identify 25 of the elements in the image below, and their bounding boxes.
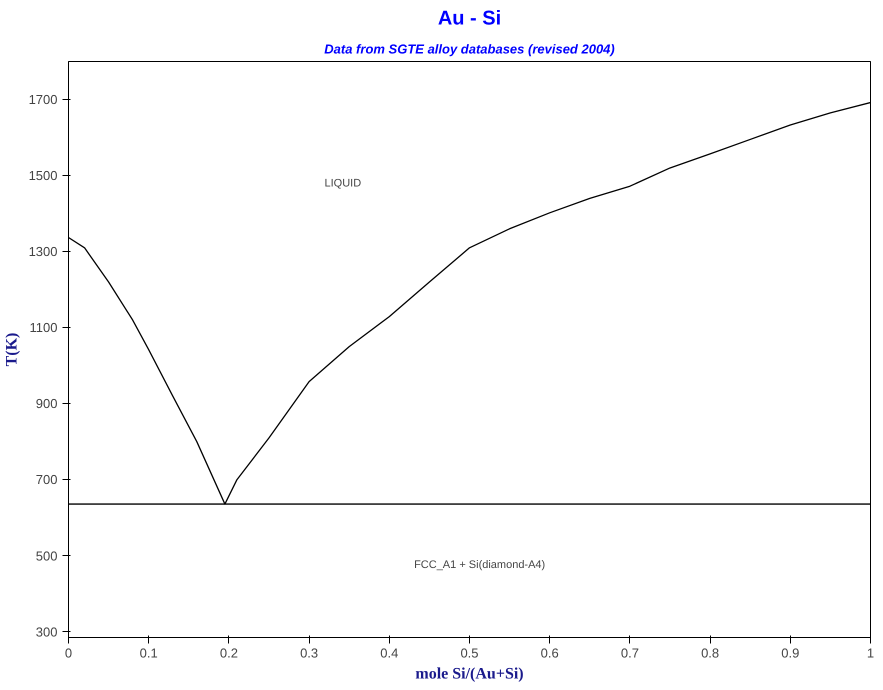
y-axis-title: T(K) bbox=[4, 332, 21, 366]
y-tick-label: 1700 bbox=[28, 92, 58, 108]
chart-title: Au - Si bbox=[438, 8, 502, 30]
x-tick-label: 0.9 bbox=[781, 646, 800, 660]
x-axis-title: mole Si/(Au+Si) bbox=[415, 666, 524, 682]
y-tick-label: 1100 bbox=[30, 320, 58, 336]
y-tick-label: 300 bbox=[36, 624, 58, 640]
y-tick-label: 900 bbox=[36, 396, 58, 412]
annotation: FCC_A1 + Si(diamond-A4) bbox=[414, 558, 546, 571]
x-tick-label: 0.3 bbox=[300, 646, 318, 660]
x-tick-label: 0.4 bbox=[380, 646, 398, 660]
chart-subtitle: Data from SGTE alloy databases (revised 2004) bbox=[324, 42, 615, 56]
x-tick-label: 0 bbox=[64, 646, 72, 660]
x-tick-label: 0.2 bbox=[220, 646, 238, 660]
x-tick-label: 0.8 bbox=[701, 646, 720, 660]
x-tick-label: 0.1 bbox=[140, 646, 158, 660]
y-tick-label: 1300 bbox=[28, 244, 58, 260]
x-tick-label: 0.6 bbox=[540, 646, 559, 660]
x-tick-label: 0.7 bbox=[620, 646, 639, 660]
y-tick-label: 500 bbox=[36, 548, 58, 564]
x-tick-label: 0.5 bbox=[460, 646, 479, 660]
y-tick-label: 700 bbox=[36, 472, 58, 488]
annotation: LIQUID bbox=[324, 177, 362, 190]
x-tick-label: 1 bbox=[866, 646, 874, 660]
y-tick-label: 1500 bbox=[28, 168, 58, 184]
